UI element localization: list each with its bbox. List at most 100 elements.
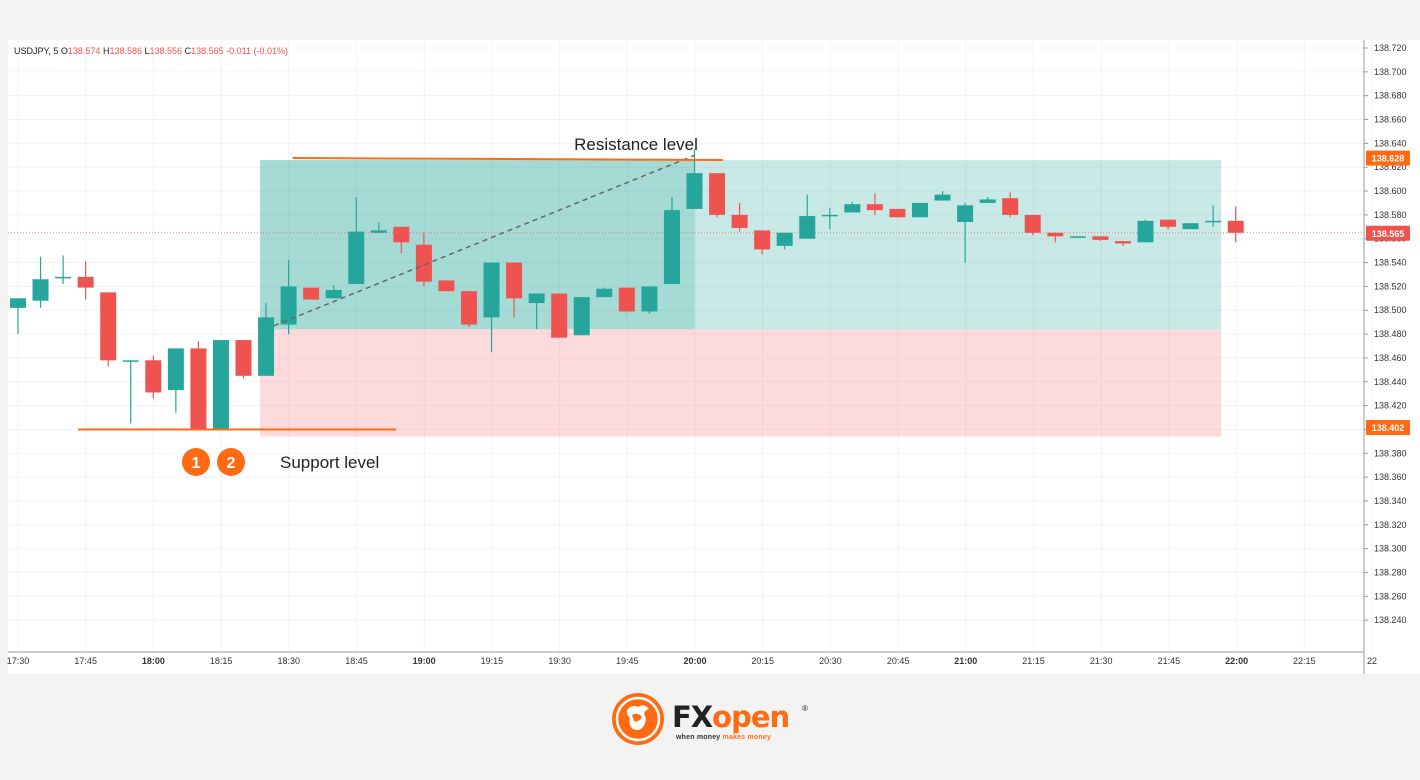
candle-body[interactable] bbox=[10, 298, 26, 308]
candle-body[interactable] bbox=[754, 230, 771, 250]
price-tick-label: 138.360 bbox=[1374, 472, 1407, 482]
candle-body[interactable] bbox=[776, 232, 793, 246]
candlestick-chart[interactable]: Resistance level Support level 1 2 138.240 13… bbox=[0, 0, 1420, 680]
price-tick-label: 138.620 bbox=[1374, 162, 1407, 172]
price-tick-label: 138.280 bbox=[1374, 567, 1407, 577]
candle-body[interactable] bbox=[280, 286, 297, 325]
price-badge bbox=[1366, 420, 1410, 436]
price-tick-label: 138.240 bbox=[1374, 615, 1407, 625]
time-tick-label: 21:15 bbox=[1022, 656, 1045, 666]
price-tick-label: 138.520 bbox=[1374, 281, 1407, 291]
candle-body[interactable] bbox=[235, 340, 252, 376]
candle-body[interactable] bbox=[934, 194, 951, 201]
time-tick-label: 21:00 bbox=[954, 656, 977, 666]
time-tick-label: 19:00 bbox=[413, 656, 436, 666]
registered-mark: ® bbox=[802, 704, 808, 713]
candle-body[interactable] bbox=[303, 287, 320, 300]
candle-body[interactable] bbox=[686, 173, 703, 209]
candle-body[interactable] bbox=[325, 289, 342, 299]
resistance-label: Resistance level bbox=[574, 135, 698, 154]
candle-body[interactable] bbox=[1092, 236, 1109, 240]
candle-body[interactable] bbox=[821, 214, 838, 217]
price-tick-label: 138.640 bbox=[1374, 138, 1407, 148]
time-tick-label: 19:30 bbox=[548, 656, 571, 666]
loss-zone bbox=[260, 329, 1222, 437]
high-label: H bbox=[102, 46, 110, 56]
candle-body[interactable] bbox=[1069, 236, 1086, 238]
candle-body[interactable] bbox=[370, 230, 387, 233]
candle-body[interactable] bbox=[1182, 223, 1199, 230]
price-tick-label: 138.500 bbox=[1374, 305, 1407, 315]
candle-body[interactable] bbox=[415, 244, 432, 282]
time-tick-label: 21:45 bbox=[1158, 656, 1181, 666]
candle-body[interactable] bbox=[212, 340, 229, 430]
candle-body[interactable] bbox=[731, 214, 748, 228]
time-tick-label: 21:30 bbox=[1090, 656, 1113, 666]
candle-body[interactable] bbox=[1114, 241, 1131, 244]
candle-body[interactable] bbox=[438, 280, 455, 292]
close-label: C bbox=[184, 46, 192, 56]
candle-body[interactable] bbox=[573, 297, 590, 336]
support-label: Support level bbox=[280, 453, 379, 472]
time-tick-label: 20:15 bbox=[751, 656, 774, 666]
candle-body[interactable] bbox=[979, 199, 996, 203]
fxopen-bull-icon bbox=[612, 693, 664, 745]
high-value: 138.586 bbox=[109, 46, 142, 56]
candle-body[interactable] bbox=[393, 226, 410, 243]
candle-body[interactable] bbox=[483, 262, 500, 318]
candle-body[interactable] bbox=[1002, 198, 1019, 215]
time-tick-label: 20:00 bbox=[683, 656, 706, 666]
candle-body[interactable] bbox=[957, 205, 974, 223]
candle-body[interactable] bbox=[596, 288, 613, 298]
candle-body[interactable] bbox=[799, 216, 816, 239]
price-tick-label: 138.700 bbox=[1374, 67, 1407, 77]
candle-body[interactable] bbox=[506, 262, 523, 299]
candle-body[interactable] bbox=[912, 202, 928, 218]
candle-body[interactable] bbox=[100, 292, 117, 361]
tagline-a: when money bbox=[676, 734, 723, 741]
candle-body[interactable] bbox=[709, 173, 726, 215]
price-tick-label: 138.580 bbox=[1374, 210, 1407, 220]
price-tick-label: 138.600 bbox=[1374, 186, 1407, 196]
candle-body[interactable] bbox=[145, 360, 162, 393]
candle-body[interactable] bbox=[55, 276, 72, 279]
ohlc-legend: USDJPY, 5 O138.574 H138.586 L138.556 C13… bbox=[14, 46, 288, 56]
candle-body[interactable] bbox=[1137, 220, 1154, 243]
candle-body[interactable] bbox=[641, 286, 658, 312]
time-tick-label: 18:30 bbox=[278, 656, 301, 666]
candle-body[interactable] bbox=[32, 279, 49, 301]
price-tick-label: 138.460 bbox=[1374, 353, 1407, 363]
marker-2-circle bbox=[217, 448, 245, 476]
candle-body[interactable] bbox=[190, 348, 207, 430]
candle-body[interactable] bbox=[844, 204, 861, 213]
time-tick-label: 20:45 bbox=[887, 656, 910, 666]
time-tick-label: 22:15 bbox=[1293, 656, 1316, 666]
candle-body[interactable] bbox=[461, 291, 477, 325]
candle-body[interactable] bbox=[1227, 220, 1244, 233]
candle-body[interactable] bbox=[889, 208, 906, 218]
candle-body[interactable] bbox=[1160, 219, 1177, 227]
candle-body[interactable] bbox=[348, 231, 365, 285]
candle-body[interactable] bbox=[258, 317, 275, 376]
time-tick-label: 19:15 bbox=[481, 656, 504, 666]
candle-body[interactable] bbox=[528, 293, 545, 304]
candle-body[interactable] bbox=[1024, 214, 1041, 233]
price-tick-label: 138.340 bbox=[1374, 496, 1407, 506]
candle-body[interactable] bbox=[618, 287, 635, 312]
candle-body[interactable] bbox=[1205, 220, 1222, 223]
low-label: L bbox=[144, 46, 150, 56]
candle-body[interactable] bbox=[167, 348, 184, 391]
time-tick-label: 18:00 bbox=[142, 656, 165, 666]
candle-body[interactable] bbox=[77, 276, 94, 288]
candle-body[interactable] bbox=[551, 293, 568, 338]
candle-body[interactable] bbox=[866, 204, 883, 211]
candle-body[interactable] bbox=[663, 210, 680, 285]
marker-2-label: 2 bbox=[227, 455, 236, 472]
time-tick-label: 19:45 bbox=[616, 656, 639, 666]
candle-body[interactable] bbox=[122, 360, 139, 362]
brand-tagline: when money makes money bbox=[676, 734, 771, 741]
time-tick-label: 22 bbox=[1367, 656, 1377, 666]
symbol-label: USDJPY, 5 bbox=[14, 46, 59, 56]
candle-body[interactable] bbox=[1047, 232, 1064, 237]
